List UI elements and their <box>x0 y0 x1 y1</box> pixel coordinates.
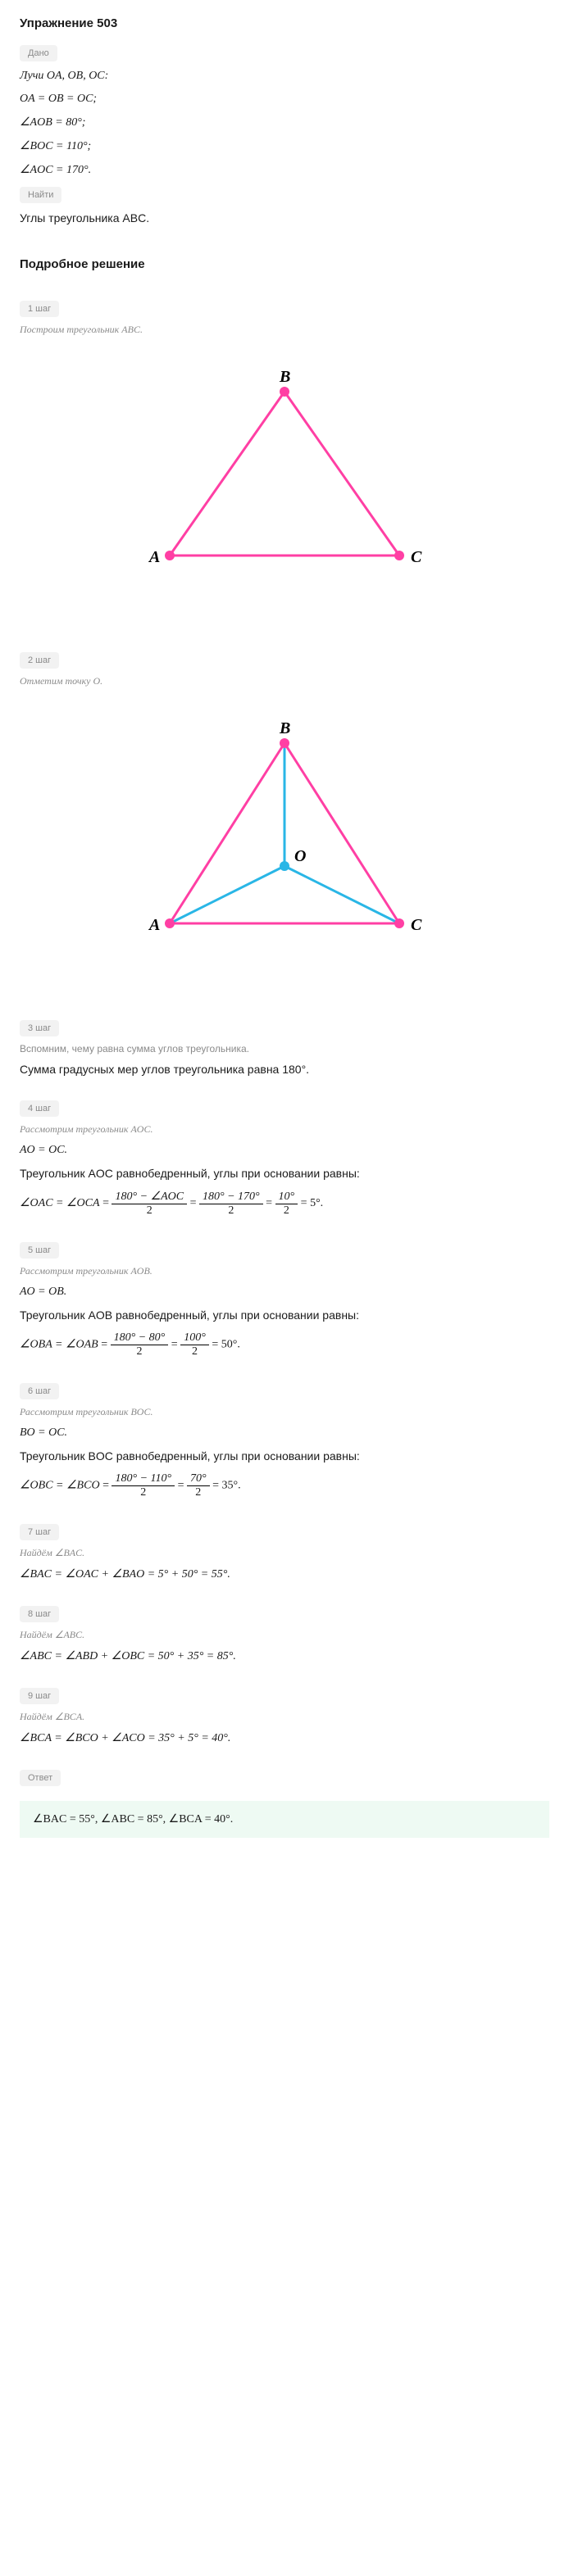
frac-num: 100° <box>180 1331 209 1345</box>
frac-den: 2 <box>111 1345 169 1358</box>
exercise-title: Упражнение 503 <box>20 16 549 30</box>
calc-lhs: ∠OAC = ∠OCA <box>20 1197 100 1209</box>
find-text: Углы треугольника ABC. <box>20 211 549 224</box>
frac-num: 180° − 110° <box>112 1472 175 1486</box>
triangle-abc-o-diagram: A B C O <box>112 710 457 973</box>
calc-res: 5° <box>310 1197 321 1209</box>
frac-den: 2 <box>275 1204 298 1218</box>
calc-lhs: ∠OBA = ∠OAB <box>20 1339 98 1351</box>
step-gray: Рассмотрим треугольник AOC. <box>20 1123 549 1136</box>
svg-text:B: B <box>279 368 290 386</box>
step-text: Сумма градусных мер углов треугольника р… <box>20 1063 549 1076</box>
given-eq1: OA = OB = OC; <box>20 93 549 106</box>
step-text: Треугольник BOC равнобедренный, углы при… <box>20 1449 549 1463</box>
calc-lhs: ∠OBC = ∠BCO <box>20 1480 100 1492</box>
frac-num: 10° <box>275 1190 298 1204</box>
calc-line: ∠OBA = ∠OAB = 180° − 80°2 = 100°2 = 50°. <box>20 1331 549 1358</box>
step-gray: Отметим точку O. <box>20 675 549 687</box>
step-badge: 4 шаг <box>20 1100 59 1117</box>
step-gray: Найдём ∠ABC. <box>20 1629 549 1641</box>
answer-badge: Ответ <box>20 1770 61 1786</box>
step-badge: 9 шаг <box>20 1688 59 1704</box>
step-eq: AO = OC. <box>20 1144 549 1157</box>
frac-den: 2 <box>112 1486 175 1499</box>
svg-text:A: A <box>148 548 160 566</box>
calc-res: 50° <box>221 1339 238 1351</box>
given-eq4: ∠AOC = 170°. <box>20 163 549 177</box>
answer-box: ∠BAC = 55°, ∠ABC = 85°, ∠BCA = 40°. <box>20 1801 549 1838</box>
step-badge: 3 шаг <box>20 1020 59 1036</box>
step-gray: Найдём ∠BAC. <box>20 1547 549 1559</box>
svg-text:C: C <box>411 548 422 566</box>
given-rays: Лучи OA, OB, OC: <box>20 70 549 83</box>
step-badge: 5 шаг <box>20 1242 59 1259</box>
calc-res: 35° <box>222 1480 239 1492</box>
given-eq3: ∠BOC = 110°; <box>20 139 549 153</box>
svg-text:O: O <box>294 847 306 865</box>
calc-line: ∠OAC = ∠OCA = 180° − ∠AOC2 = 180° − 170°… <box>20 1190 549 1218</box>
calc-line: ∠OBC = ∠BCO = 180° − 110°2 = 70°2 = 35°. <box>20 1472 549 1499</box>
frac-num: 70° <box>187 1472 210 1486</box>
frac-num: 180° − ∠AOC <box>112 1190 187 1204</box>
step-eq: ∠ABC = ∠ABD + ∠OBC = 50° + 35° = 85°. <box>20 1649 549 1663</box>
step-gray: Построим треугольник ABC. <box>20 324 549 336</box>
step-eq: BO = OC. <box>20 1426 549 1440</box>
frac-num: 180° − 170° <box>199 1190 263 1204</box>
step-gray: Найдём ∠BCA. <box>20 1711 549 1723</box>
step-badge: 1 шаг <box>20 301 59 317</box>
step-badge: 8 шаг <box>20 1606 59 1622</box>
step-eq: ∠BCA = ∠BCO + ∠ACO = 35° + 5° = 40°. <box>20 1731 549 1745</box>
step-badge: 2 шаг <box>20 652 59 669</box>
frac-den: 2 <box>187 1486 210 1499</box>
given-badge: Дано <box>20 45 57 61</box>
step-text: Треугольник AOC равнобедренный, углы при… <box>20 1167 549 1180</box>
svg-text:C: C <box>411 916 422 934</box>
svg-text:B: B <box>279 719 290 737</box>
step-badge: 6 шаг <box>20 1383 59 1399</box>
step-gray: Рассмотрим треугольник BOC. <box>20 1406 549 1418</box>
step-eq: ∠BAC = ∠OAC + ∠BAO = 5° + 50° = 55°. <box>20 1567 549 1581</box>
find-badge: Найти <box>20 187 61 203</box>
frac-num: 180° − 80° <box>111 1331 169 1345</box>
frac-den: 2 <box>180 1345 209 1358</box>
solution-title: Подробное решение <box>20 257 549 271</box>
triangle-abc-diagram: A B C <box>112 359 457 605</box>
frac-den: 2 <box>112 1204 187 1218</box>
frac-den: 2 <box>199 1204 263 1218</box>
step-gray: Рассмотрим треугольник AOB. <box>20 1265 549 1277</box>
step-badge: 7 шаг <box>20 1524 59 1540</box>
step-gray: Вспомним, чему равна сумма углов треугол… <box>20 1043 549 1054</box>
svg-text:A: A <box>148 916 160 934</box>
step-eq: AO = OB. <box>20 1286 549 1299</box>
given-eq2: ∠AOB = 80°; <box>20 116 549 129</box>
step-text: Треугольник AOB равнобедренный, углы при… <box>20 1308 549 1322</box>
